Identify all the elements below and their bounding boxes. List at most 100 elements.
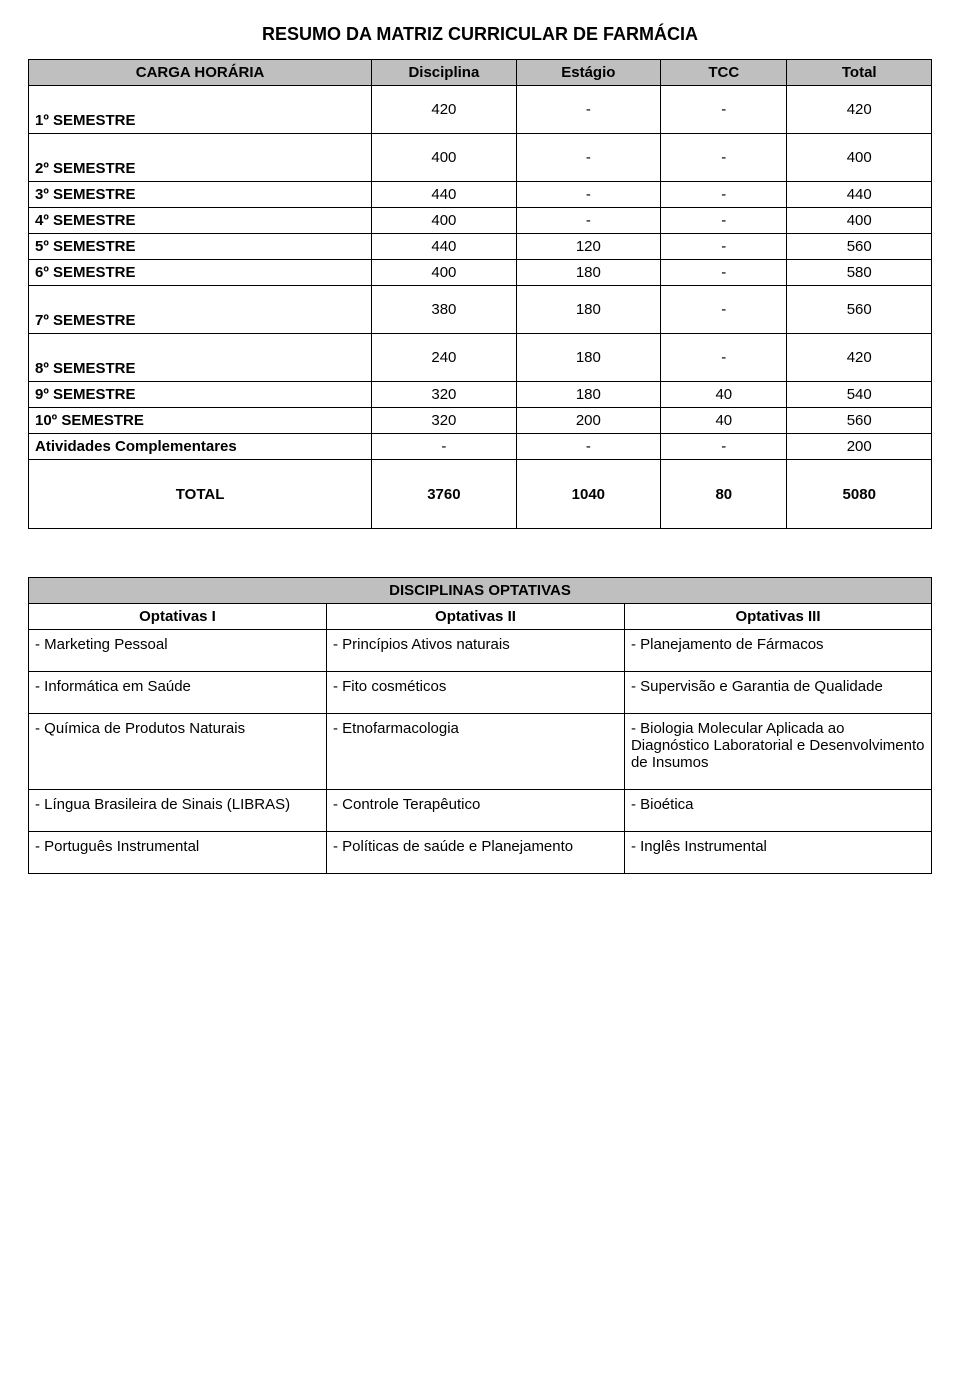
- table-row: 2º SEMESTRE400--400: [29, 134, 932, 182]
- row-label: 4º SEMESTRE: [29, 208, 372, 234]
- cell-tcc: -: [661, 234, 787, 260]
- total-row: TOTAL 3760 1040 80 5080: [29, 460, 932, 529]
- cell-total: 420: [787, 86, 932, 134]
- cell-tcc: -: [661, 208, 787, 234]
- cell-disciplina: 320: [372, 408, 516, 434]
- table-gap: [28, 529, 932, 577]
- row-label: Atividades Complementares: [29, 434, 372, 460]
- row-label: 7º SEMESTRE: [29, 286, 372, 334]
- opt-cell: - Inglês Instrumental: [624, 832, 931, 874]
- cell-tcc: -: [661, 286, 787, 334]
- col-header-tcc: TCC: [661, 60, 787, 86]
- table-row: 5º SEMESTRE440120-560: [29, 234, 932, 260]
- cell-disciplina: 440: [372, 182, 516, 208]
- total-disciplina: 3760: [372, 460, 516, 529]
- cell-total: 580: [787, 260, 932, 286]
- cell-disciplina: 400: [372, 260, 516, 286]
- table-row: - Química de Produtos Naturais - Etnofar…: [29, 714, 932, 790]
- opt-subheader-2: Optativas II: [326, 604, 624, 630]
- opt-cell: - Planejamento de Fármacos: [624, 630, 931, 672]
- table-header-row: CARGA HORÁRIA Disciplina Estágio TCC Tot…: [29, 60, 932, 86]
- row-label: 3º SEMESTRE: [29, 182, 372, 208]
- opt-subheader-3: Optativas III: [624, 604, 931, 630]
- table-row: 9º SEMESTRE32018040540: [29, 382, 932, 408]
- opt-cell: - Etnofarmacologia: [326, 714, 624, 790]
- cell-tcc: 40: [661, 382, 787, 408]
- cell-disciplina: -: [372, 434, 516, 460]
- row-label: 8º SEMESTRE: [29, 334, 372, 382]
- cell-estagio: -: [516, 208, 660, 234]
- opt-cell: - Fito cosméticos: [326, 672, 624, 714]
- cell-estagio: -: [516, 134, 660, 182]
- optativas-table: DISCIPLINAS OPTATIVAS Optativas I Optati…: [28, 577, 932, 874]
- optativas-title: DISCIPLINAS OPTATIVAS: [29, 578, 932, 604]
- cell-estagio: 200: [516, 408, 660, 434]
- cell-estagio: 180: [516, 382, 660, 408]
- cell-estagio: -: [516, 434, 660, 460]
- total-total: 5080: [787, 460, 932, 529]
- cell-disciplina: 400: [372, 134, 516, 182]
- row-label: 2º SEMESTRE: [29, 134, 372, 182]
- cell-tcc: -: [661, 334, 787, 382]
- total-tcc: 80: [661, 460, 787, 529]
- opt-subheader-1: Optativas I: [29, 604, 327, 630]
- table-row: 6º SEMESTRE400180-580: [29, 260, 932, 286]
- cell-tcc: -: [661, 86, 787, 134]
- opt-cell: - Controle Terapêutico: [326, 790, 624, 832]
- cell-total: 560: [787, 408, 932, 434]
- cell-disciplina: 320: [372, 382, 516, 408]
- cell-disciplina: 380: [372, 286, 516, 334]
- cell-tcc: -: [661, 182, 787, 208]
- opt-cell: - Políticas de saúde e Planejamento: [326, 832, 624, 874]
- cell-total: 540: [787, 382, 932, 408]
- opt-cell: - Química de Produtos Naturais: [29, 714, 327, 790]
- col-header-carga: CARGA HORÁRIA: [29, 60, 372, 86]
- row-label: 6º SEMESTRE: [29, 260, 372, 286]
- opt-cell: - Bioética: [624, 790, 931, 832]
- row-label: 1º SEMESTRE: [29, 86, 372, 134]
- row-label: 10º SEMESTRE: [29, 408, 372, 434]
- cell-disciplina: 420: [372, 86, 516, 134]
- cell-total: 200: [787, 434, 932, 460]
- cell-estagio: 180: [516, 286, 660, 334]
- table-row: 7º SEMESTRE380180-560: [29, 286, 932, 334]
- cell-tcc: -: [661, 260, 787, 286]
- cell-estagio: -: [516, 182, 660, 208]
- cell-tcc: -: [661, 134, 787, 182]
- cell-tcc: 40: [661, 408, 787, 434]
- table-row: - Português Instrumental- Políticas de s…: [29, 832, 932, 874]
- table-row: Atividades Complementares---200: [29, 434, 932, 460]
- cell-total: 440: [787, 182, 932, 208]
- table-row: 8º SEMESTRE240180-420: [29, 334, 932, 382]
- page-title: RESUMO DA MATRIZ CURRICULAR DE FARMÁCIA: [28, 24, 932, 45]
- table-row: 4º SEMESTRE400--400: [29, 208, 932, 234]
- table-row: - Marketing Pessoal- Princípios Ativos n…: [29, 630, 932, 672]
- cell-estagio: 180: [516, 334, 660, 382]
- carga-horaria-table: CARGA HORÁRIA Disciplina Estágio TCC Tot…: [28, 59, 932, 529]
- col-header-disciplina: Disciplina: [372, 60, 516, 86]
- total-estagio: 1040: [516, 460, 660, 529]
- opt-cell: - Biologia Molecular Aplicada ao Diagnós…: [624, 714, 931, 790]
- table-row: 3º SEMESTRE440--440: [29, 182, 932, 208]
- optativas-title-row: DISCIPLINAS OPTATIVAS: [29, 578, 932, 604]
- cell-estagio: -: [516, 86, 660, 134]
- opt-cell: - Supervisão e Garantia de Qualidade: [624, 672, 931, 714]
- opt-cell: - Língua Brasileira de Sinais (LIBRAS): [29, 790, 327, 832]
- opt-cell: - Princípios Ativos naturais: [326, 630, 624, 672]
- opt-cell: - Português Instrumental: [29, 832, 327, 874]
- cell-estagio: 180: [516, 260, 660, 286]
- table-row: 1º SEMESTRE420--420: [29, 86, 932, 134]
- row-label: 9º SEMESTRE: [29, 382, 372, 408]
- cell-disciplina: 400: [372, 208, 516, 234]
- opt-cell: - Informática em Saúde: [29, 672, 327, 714]
- table-row: - Língua Brasileira de Sinais (LIBRAS)- …: [29, 790, 932, 832]
- opt-cell: - Marketing Pessoal: [29, 630, 327, 672]
- total-label: TOTAL: [29, 460, 372, 529]
- row-label: 5º SEMESTRE: [29, 234, 372, 260]
- cell-tcc: -: [661, 434, 787, 460]
- cell-disciplina: 440: [372, 234, 516, 260]
- optativas-subheader-row: Optativas I Optativas II Optativas III: [29, 604, 932, 630]
- col-header-total: Total: [787, 60, 932, 86]
- cell-total: 400: [787, 134, 932, 182]
- cell-estagio: 120: [516, 234, 660, 260]
